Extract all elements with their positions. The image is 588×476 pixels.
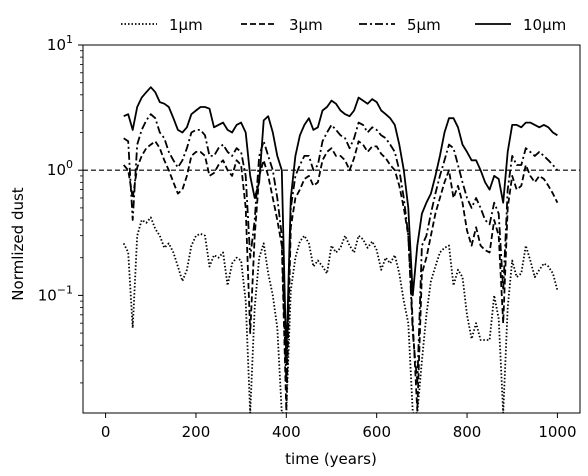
series-lines xyxy=(122,86,559,413)
y-axis-label: Normlized dust xyxy=(9,187,27,300)
y-tick-label: 10−1 xyxy=(38,283,73,304)
legend-label-1: 1µm xyxy=(169,16,203,34)
series-line-2 xyxy=(123,140,559,412)
x-tick-label: 0 xyxy=(101,423,111,441)
plot-area xyxy=(82,44,581,414)
series-line-3 xyxy=(123,113,559,384)
plot-frame xyxy=(82,44,581,414)
x-tick-label: 800 xyxy=(453,423,482,441)
series-line-4 xyxy=(123,86,558,362)
legend: 1µm 3µm 5µm 10µm xyxy=(121,16,566,34)
x-axis-label: time (years) xyxy=(285,450,377,468)
y-axis-ticks: 101 100 10−1 xyxy=(38,33,83,384)
y-tick-label: 100 xyxy=(47,158,73,179)
x-axis-ticks: 0 200 400 600 800 1000 xyxy=(101,413,577,441)
x-tick-label: 600 xyxy=(362,423,391,441)
x-tick-label: 200 xyxy=(182,423,211,441)
legend-label-4: 10µm xyxy=(523,16,566,34)
legend-label-2: 3µm xyxy=(289,16,323,34)
y-tick-label: 101 xyxy=(47,33,73,54)
legend-label-3: 5µm xyxy=(407,16,441,34)
x-tick-label: 1000 xyxy=(538,423,576,441)
series-line-1 xyxy=(122,216,559,413)
x-tick-label: 400 xyxy=(272,423,301,441)
